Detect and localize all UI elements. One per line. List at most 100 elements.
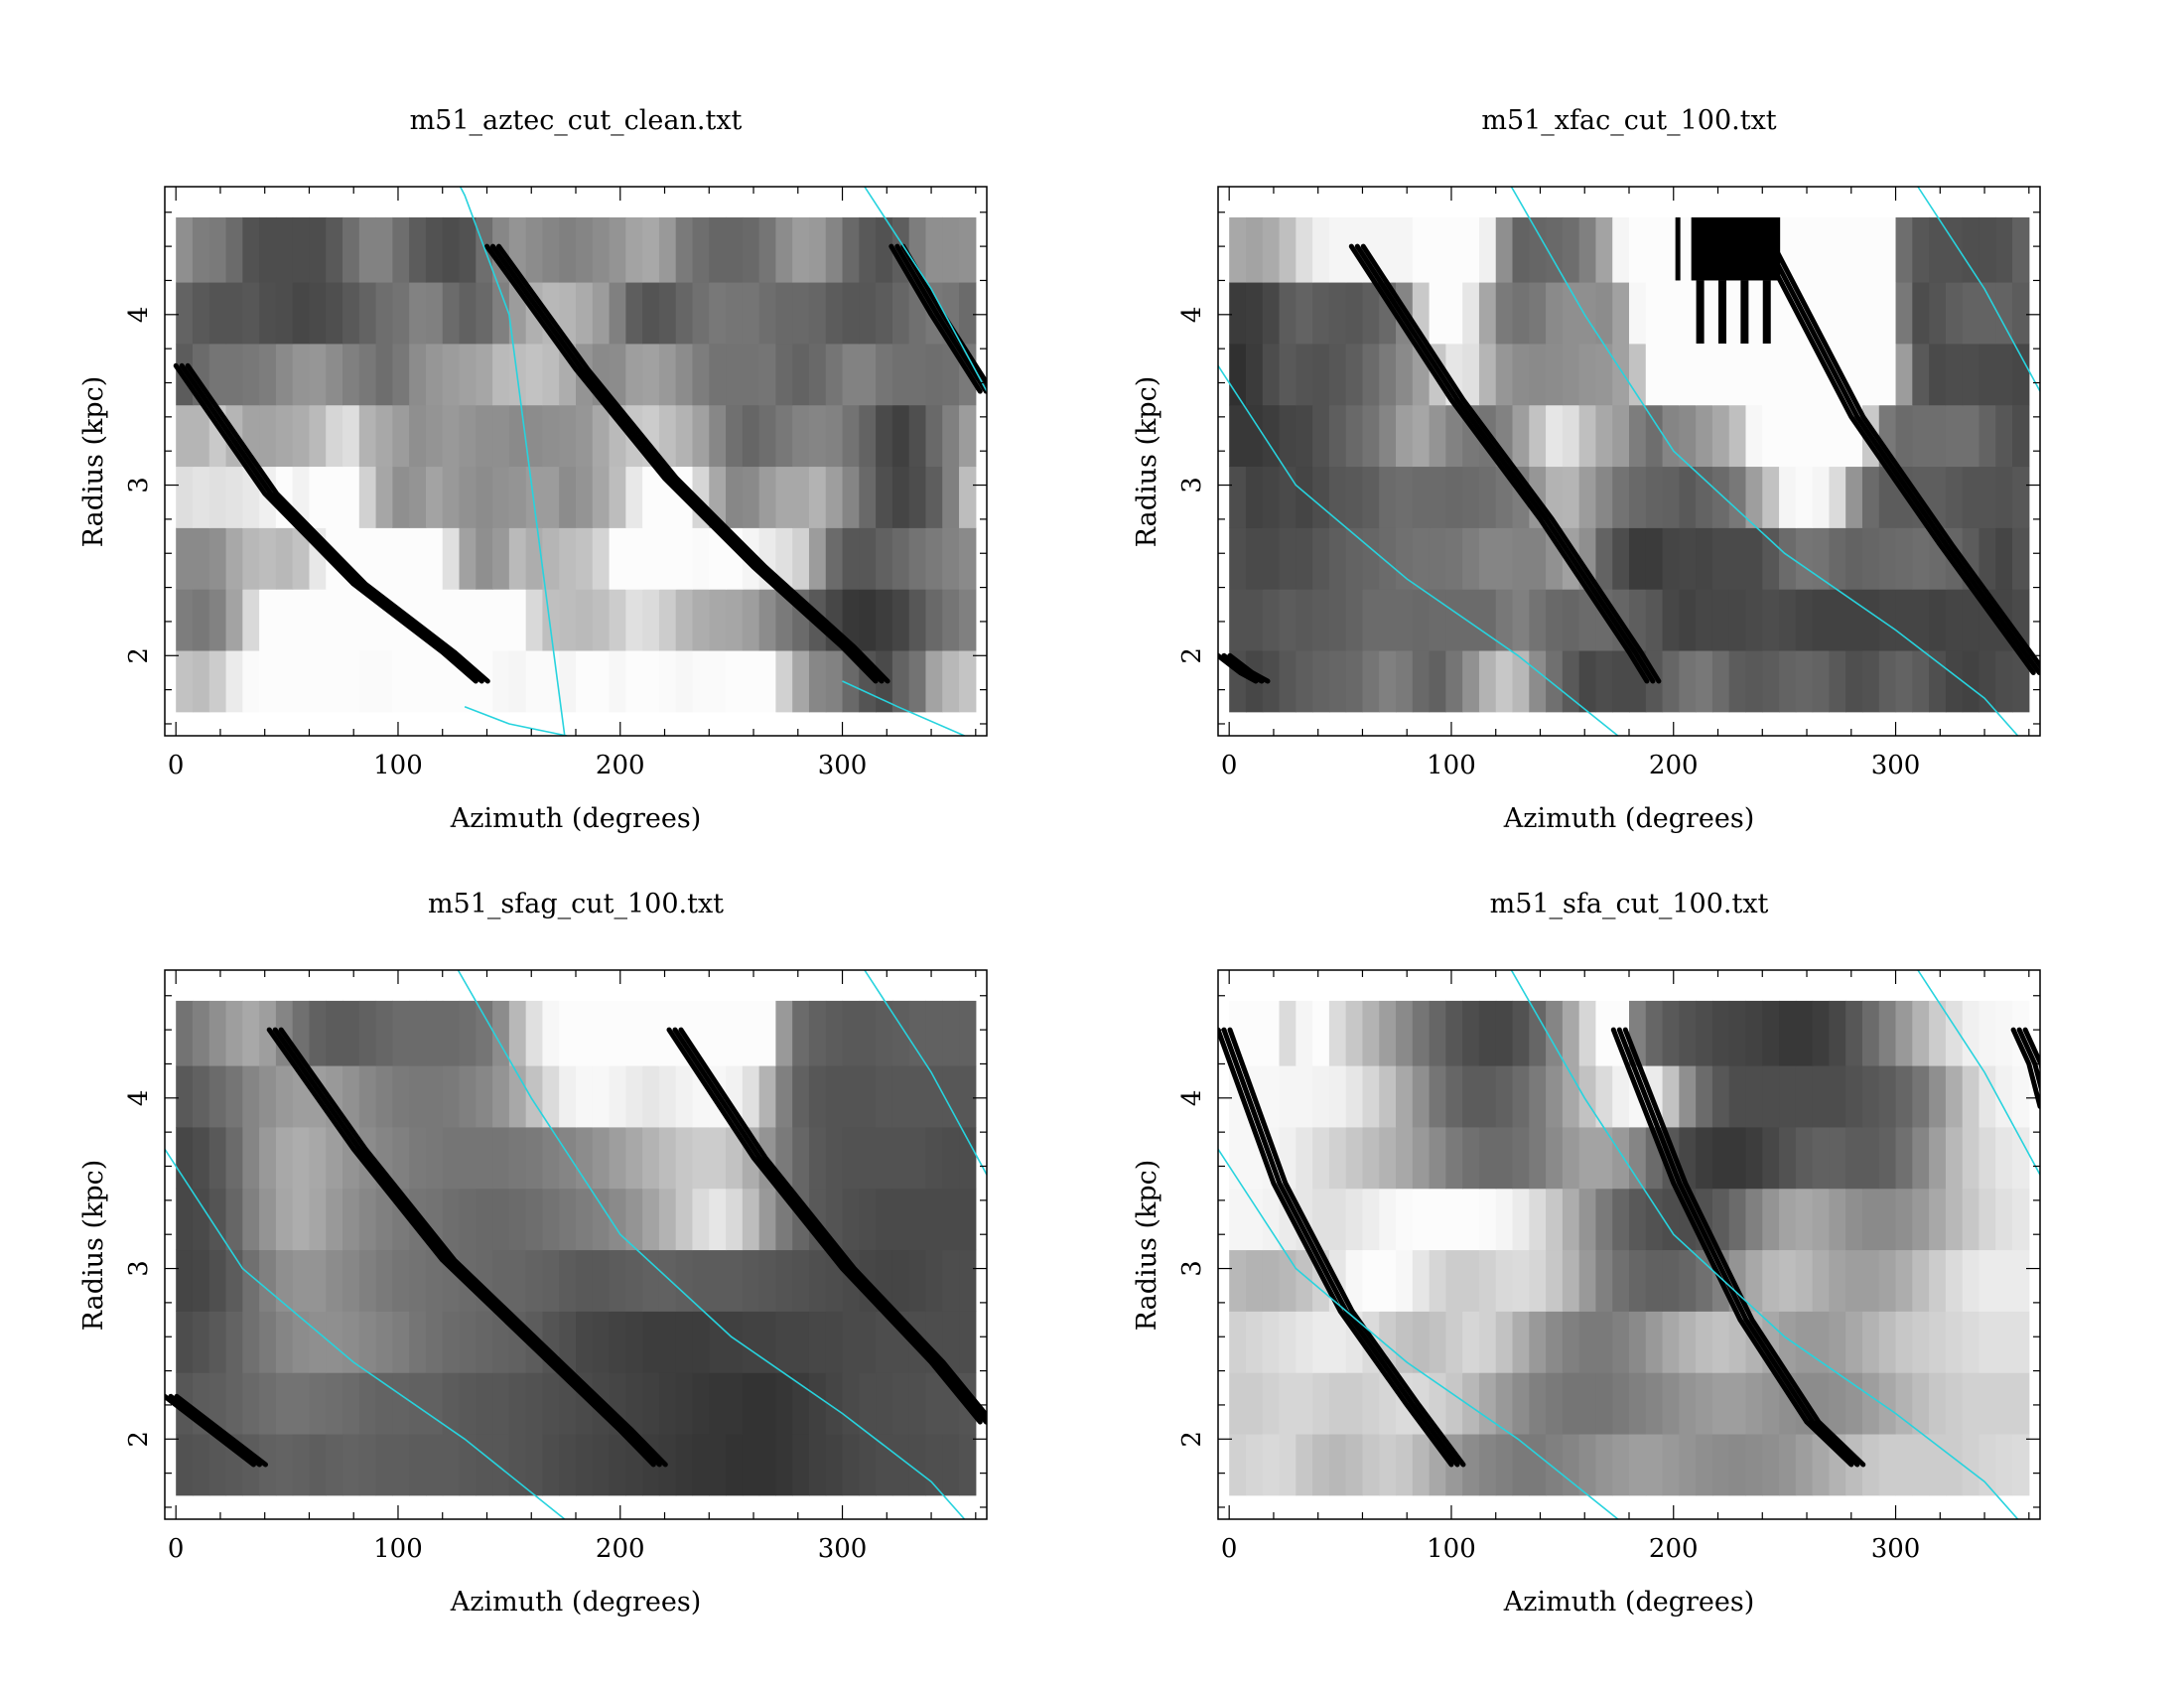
heatmap-cell: [1895, 1065, 1913, 1128]
heatmap-cell: [225, 650, 243, 713]
heatmap-cell: [609, 1434, 626, 1496]
heatmap-cell: [642, 1249, 660, 1312]
heatmap-cell: [1362, 282, 1380, 345]
heatmap-cell: [675, 1249, 694, 1312]
heatmap-cell: [825, 1000, 844, 1066]
heatmap-cell: [309, 1372, 327, 1435]
heatmap-cell: [959, 1000, 977, 1066]
heatmap-cell: [1779, 1434, 1797, 1496]
heatmap-cell: [1861, 527, 1880, 590]
heatmap-cell: [476, 1000, 493, 1066]
heatmap-cell: [1595, 1311, 1613, 1373]
heatmap-cell: [559, 650, 577, 713]
heatmap-cell: [1962, 1372, 1980, 1435]
heatmap-cell: [842, 282, 860, 345]
heatmap-cell: [859, 1188, 877, 1251]
heatmap-cell: [392, 527, 410, 590]
heatmap-cell: [1396, 344, 1414, 406]
heatmap-cell: [1995, 1249, 2013, 1312]
cyan-arm: [1218, 1148, 1619, 1519]
heatmap-cell: [492, 1000, 510, 1066]
heatmap-cell: [1929, 1372, 1947, 1435]
heatmap-cell: [492, 282, 510, 345]
heatmap-cell: [1795, 1000, 1814, 1066]
panel-top-right: m51_xfac_cut_100.txt 0 100 200 300 2 3 4 Azimu…: [1132, 105, 2041, 834]
heatmap-cell: [1429, 1372, 1446, 1435]
heatmap-cell: [1262, 1000, 1281, 1066]
heatmap-cell: [1245, 1000, 1264, 1066]
heatmap-cell: [1845, 216, 1863, 283]
heatmap-cell: [1745, 282, 1763, 345]
heatmap-cell: [1445, 1188, 1463, 1251]
heatmap-cell: [576, 466, 594, 528]
heatmap-cell: [1929, 1127, 1947, 1190]
y-axis-label: Radius (kpc): [78, 376, 109, 548]
heatmap-cell: [1562, 1372, 1580, 1435]
heatmap-cell: [425, 1000, 444, 1066]
heatmap-cell: [375, 1188, 393, 1251]
heatmap-cell: [508, 1434, 527, 1496]
heatmap-cell: [742, 1000, 760, 1066]
heatmap-cell: [1762, 1127, 1780, 1190]
heatmap-cell: [942, 466, 960, 528]
plot-area: [165, 970, 987, 1519]
heatmap-cell: [891, 404, 910, 468]
heatmap-cell: [1629, 404, 1647, 468]
heatmap-cell: [1245, 282, 1264, 345]
heatmap-cell: [1745, 1127, 1763, 1190]
heatmap-cell: [1945, 650, 1964, 713]
heatmap-cell: [208, 650, 227, 713]
heatmap-cell: [176, 650, 194, 713]
heatmap-cell: [508, 650, 527, 713]
heatmap-cell: [1495, 344, 1514, 406]
heatmap-cell: [1345, 1434, 1364, 1496]
heatmap-cell: [1929, 466, 1947, 528]
heatmap-cell: [392, 1127, 410, 1190]
heatmap-cell: [259, 216, 277, 283]
heatmap-cell: [658, 527, 677, 590]
heatmap-cell: [459, 1188, 477, 1251]
heatmap-cell: [1578, 1000, 1597, 1066]
heatmap-cell: [1546, 1249, 1564, 1312]
heatmap-cell: [559, 589, 577, 651]
heatmap-cell: [726, 404, 744, 468]
heatmap-cell: [342, 282, 360, 345]
heatmap-cell: [176, 1311, 194, 1373]
heatmap-cell: [1878, 527, 1897, 590]
heatmap-cell: [559, 527, 577, 590]
heatmap-cell: [625, 1249, 643, 1312]
heatmap-cell: [259, 1249, 277, 1312]
heatmap-cell: [891, 527, 910, 590]
heatmap-cell: [409, 404, 427, 468]
heatmap-cell: [1745, 1434, 1763, 1496]
heatmap-cell: [192, 1065, 210, 1128]
x-tick-label: 200: [1649, 751, 1699, 780]
heatmap-cell: [459, 1000, 477, 1066]
heatmap-cell: [1445, 650, 1463, 713]
heatmap-cell: [1662, 1065, 1680, 1128]
heatmap-cell: [1728, 650, 1747, 713]
heatmap-cell: [1929, 650, 1947, 713]
heatmap-cell: [1345, 466, 1364, 528]
heatmap-cell: [1495, 216, 1514, 283]
heatmap-cell: [775, 282, 793, 345]
heatmap-cell: [1595, 1372, 1613, 1435]
heatmap-cell: [808, 404, 827, 468]
heatmap-cell: [775, 404, 793, 468]
heatmap-cell: [1229, 216, 1247, 283]
heatmap-cell: [1245, 1249, 1264, 1312]
heatmap-cell: [309, 650, 327, 713]
heatmap-cell: [292, 589, 311, 651]
heatmap-cell: [859, 1311, 877, 1373]
heatmap-cell: [1245, 1372, 1264, 1435]
heatmap-cell: [859, 1065, 877, 1128]
heatmap-cell: [192, 466, 210, 528]
heatmap-cell: [1546, 1000, 1564, 1066]
heatmap-cell: [476, 1311, 493, 1373]
heatmap-cell: [808, 650, 827, 713]
heatmap-cell: [1529, 282, 1547, 345]
heatmap-cell: [525, 589, 544, 651]
heatmap-cell: [342, 466, 360, 528]
black-arm: [1610, 1027, 1854, 1468]
heatmap-cell: [642, 1188, 660, 1251]
